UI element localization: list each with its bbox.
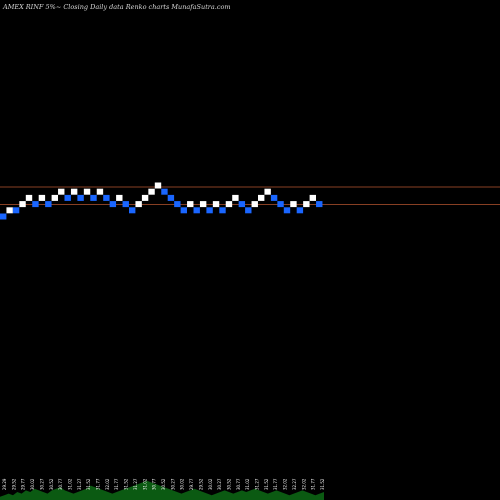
x-tick-label: 30.52 — [161, 478, 166, 490]
renko-brick-down — [277, 201, 284, 208]
renko-brick-up — [303, 201, 310, 208]
x-tick-label: 30.27 — [217, 478, 222, 490]
renko-brick-down — [64, 194, 71, 201]
x-tick-label: 32.02 — [283, 478, 288, 490]
x-tick-label: 30.77 — [152, 478, 157, 490]
x-tick-label: 30.52 — [226, 478, 231, 490]
volume-bars — [0, 480, 324, 500]
renko-brick-down — [238, 201, 246, 208]
renko-brick-up — [264, 188, 271, 195]
x-tick-label: 31.27 — [77, 478, 82, 490]
x-tick-label: 30.02 — [208, 478, 213, 490]
renko-brick-down — [180, 207, 187, 214]
renko-brick-down — [245, 207, 252, 214]
x-tick-label: 29.77 — [21, 478, 26, 490]
renko-brick-down — [161, 188, 168, 195]
renko-brick-up — [83, 188, 91, 195]
x-tick-label: 31.77 — [96, 478, 101, 490]
renko-brick-down — [12, 207, 20, 214]
renko-brick-down — [219, 207, 226, 214]
x-tick-label: 30.27 — [170, 478, 175, 490]
level-lines — [0, 186, 500, 205]
x-tick-labels: 29.29 29.52 29.77 30.02 30.27 30.52 30.77 31.02… — [2, 478, 325, 490]
renko-brick-up — [290, 201, 297, 208]
renko-bricks — [0, 182, 323, 220]
x-tick-label: 31.02 — [142, 478, 147, 490]
renko-brick-up — [58, 188, 65, 195]
renko-brick-up — [96, 188, 104, 195]
renko-brick-down — [296, 207, 304, 214]
x-tick-label: 30.02 — [180, 478, 185, 490]
renko-brick-up — [19, 201, 26, 208]
renko-brick-down — [103, 194, 110, 201]
x-tick-label: 31.27 — [255, 478, 260, 490]
x-tick-label: 31.77 — [311, 478, 316, 490]
renko-brick-up — [187, 201, 194, 208]
renko-brick-up — [116, 194, 123, 201]
x-tick-label: 31.52 — [86, 478, 91, 490]
x-tick-label: 31.77 — [114, 478, 119, 490]
renko-brick-down — [45, 201, 52, 208]
x-tick-label: 31.52 — [124, 478, 129, 490]
x-tick-label: 30.77 — [58, 478, 63, 490]
renko-brick-down — [167, 194, 175, 201]
renko-brick-down — [283, 207, 291, 214]
renko-brick-up — [51, 194, 58, 201]
renko-brick-down — [32, 201, 39, 208]
renko-brick-up — [141, 194, 149, 201]
renko-brick-down — [193, 207, 200, 214]
renko-brick-up — [199, 201, 207, 208]
renko-brick-down — [90, 194, 97, 201]
renko-brick-down — [122, 201, 129, 208]
x-tick-label: 30.02 — [30, 478, 35, 490]
renko-brick-down — [129, 207, 136, 214]
renko-brick-up — [251, 201, 258, 208]
x-tick-label: 32.02 — [301, 478, 306, 490]
renko-brick-down — [316, 201, 323, 208]
x-tick-label: 31.52 — [320, 478, 325, 490]
x-tick-label: 30.77 — [236, 478, 241, 490]
renko-brick-down — [77, 194, 84, 201]
renko-brick-up — [70, 188, 78, 195]
renko-brick-down — [270, 194, 278, 201]
renko-brick-up — [38, 194, 46, 201]
renko-brick-up — [135, 201, 142, 208]
renko-brick-up — [154, 182, 162, 189]
x-tick-label: 29.52 — [11, 478, 16, 490]
renko-brick-up — [225, 201, 233, 208]
x-tick-label: 32.27 — [292, 478, 297, 490]
volume-area — [0, 480, 324, 500]
x-tick-label: 31.02 — [67, 478, 72, 490]
x-tick-label: 29.77 — [189, 478, 194, 490]
renko-brick-down — [0, 213, 7, 220]
x-tick-label: 29.52 — [198, 478, 203, 490]
renko-brick-down — [109, 201, 117, 208]
renko-brick-up — [309, 194, 316, 201]
x-tick-label: 29.29 — [2, 478, 7, 490]
x-tick-label: 30.27 — [39, 478, 44, 490]
chart-title: AMEX RINF 5%~ Closing Daily data Renko c… — [2, 3, 231, 11]
x-tick-label: 31.27 — [133, 478, 138, 490]
x-tick-label: 32.02 — [105, 478, 110, 490]
renko-brick-up — [232, 194, 239, 201]
renko-brick-up — [6, 207, 13, 214]
x-tick-label: 31.52 — [264, 478, 269, 490]
renko-brick-up — [258, 194, 265, 201]
renko-brick-down — [206, 207, 213, 214]
x-tick-label: 31.77 — [273, 478, 278, 490]
x-tick-label: 31.02 — [245, 478, 250, 490]
renko-brick-up — [212, 201, 220, 208]
renko-brick-up — [25, 194, 33, 201]
renko-brick-down — [174, 201, 181, 208]
x-tick-label: 30.52 — [49, 478, 54, 490]
renko-brick-up — [148, 188, 155, 195]
